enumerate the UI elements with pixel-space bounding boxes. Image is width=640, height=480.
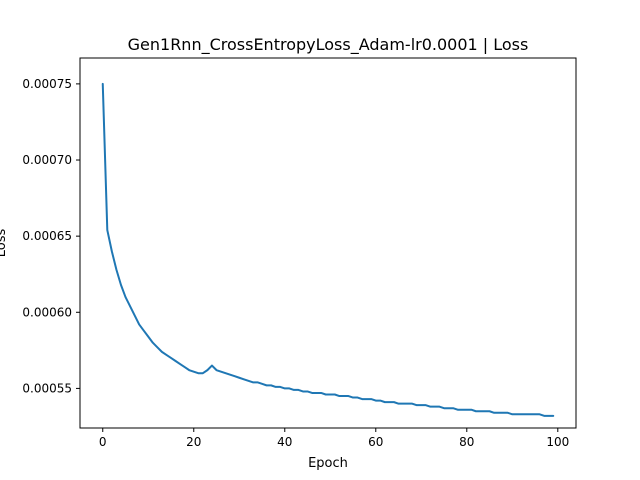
plot-area-frame — [79, 57, 577, 429]
chart-title: Gen1Rnn_CrossEntropyLoss_Adam-lr0.0001 |… — [128, 35, 529, 55]
x-tick-label: 40 — [277, 435, 292, 449]
y-axis-label: Loss — [0, 229, 9, 258]
x-tick-label: 100 — [546, 435, 569, 449]
y-axis-ticks: 0.00055 0.00060 0.00065 0.00070 0.00075 — [22, 77, 80, 395]
series-line-loss — [101, 82, 555, 417]
x-tick-label: 20 — [186, 435, 201, 449]
y-tick-label: 0.00065 — [22, 229, 72, 243]
y-tick-label: 0.00070 — [22, 153, 72, 167]
y-tick-label: 0.00055 — [22, 381, 72, 395]
y-tick-label: 0.00060 — [22, 305, 72, 319]
x-tick-label: 80 — [459, 435, 474, 449]
x-axis-ticks: 0 20 40 60 80 100 — [99, 428, 569, 449]
x-tick-label: 0 — [99, 435, 107, 449]
x-tick-label: 60 — [368, 435, 383, 449]
x-axis-label: Epoch — [308, 456, 348, 471]
y-tick-label: 0.00075 — [22, 77, 72, 91]
